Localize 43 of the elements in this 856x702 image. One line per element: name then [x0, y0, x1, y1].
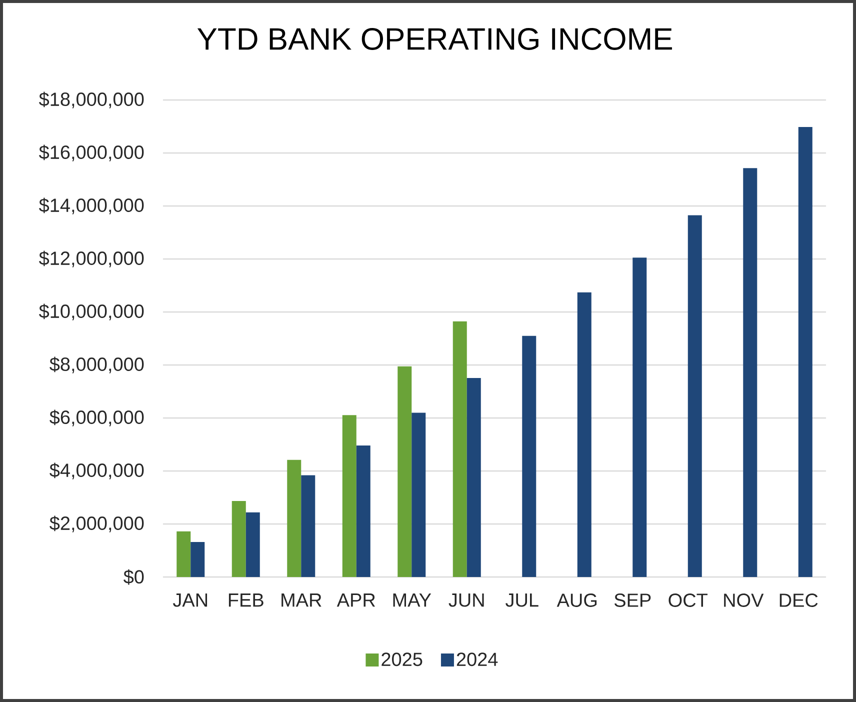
y-tick-label: $4,000,000: [50, 462, 144, 480]
bar: [301, 475, 316, 577]
bar: [287, 460, 302, 577]
bar: [232, 500, 246, 577]
x-tick-label: SEP: [614, 594, 651, 607]
legend-label: 2025: [382, 652, 422, 666]
bar: [688, 215, 702, 577]
bar: [743, 168, 758, 577]
bar: [452, 321, 467, 577]
y-tick-label: $8,000,000: [50, 356, 144, 374]
x-tick-label: MAY: [393, 594, 432, 607]
chart-title: YTD BANK OPERATING INCOME: [197, 28, 672, 50]
y-tick-label: $2,000,000: [50, 516, 144, 532]
x-tick-label: APR: [336, 594, 376, 607]
x-tick-label: JUN: [448, 594, 484, 607]
y-tick-label: $18,000,000: [39, 92, 144, 108]
bar: [798, 127, 812, 577]
bar: [246, 512, 260, 577]
bar: [522, 336, 536, 577]
x-tick-label: MAR: [282, 594, 322, 607]
y-tick-label: $16,000,000: [39, 144, 144, 162]
bar: [577, 292, 592, 577]
bar: [412, 412, 426, 577]
bar: [176, 531, 191, 577]
y-tick-label: $0: [124, 569, 144, 585]
x-tick-label: AUG: [556, 594, 597, 607]
bar: [356, 446, 370, 577]
bar: [632, 258, 647, 577]
y-tick-label: $6,000,000: [50, 410, 144, 426]
y-tick-label: $12,000,000: [39, 250, 144, 268]
x-tick-label: OCT: [668, 594, 708, 607]
x-tick-label: JAN: [172, 594, 208, 607]
x-tick-label: JUL: [506, 594, 538, 607]
y-tick-label: $14,000,000: [39, 198, 144, 214]
x-tick-label: DEC: [780, 594, 818, 607]
y-tick-label: $10,000,000: [39, 304, 144, 320]
x-tick-label: FEB: [228, 594, 264, 607]
x-tick-label: NOV: [724, 594, 764, 607]
bar: [342, 415, 356, 577]
bar: [398, 366, 412, 577]
bar: [190, 542, 205, 577]
bar: [466, 378, 481, 577]
legend-label: 2024: [456, 652, 498, 666]
